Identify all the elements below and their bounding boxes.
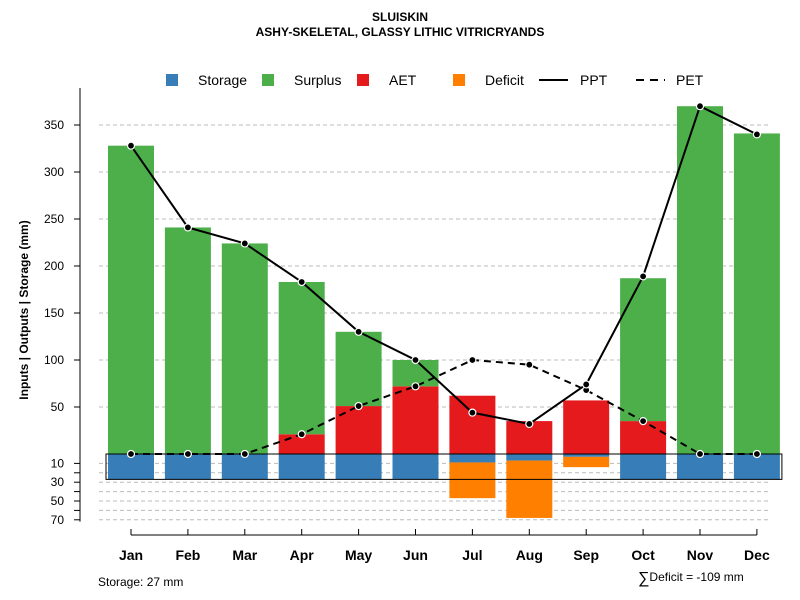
deficit-note: ∑Deficit = -109 mm: [638, 570, 744, 588]
pet-line-point: [695, 449, 705, 459]
x-tick-label: May: [345, 547, 372, 563]
storage-bar: [335, 454, 382, 480]
pet-line: [131, 358, 757, 455]
pet-line-point: [752, 449, 762, 459]
ppt-line-point: [297, 277, 306, 287]
y-tick-label: 250: [44, 212, 64, 226]
x-tick-label: Mar: [232, 547, 257, 563]
legend-aet-label: AET: [389, 72, 417, 88]
y-tick-label: 300: [44, 165, 64, 179]
ppt-line-point: [752, 130, 762, 139]
deficit-bar: [449, 462, 496, 499]
chart-title: SLUISKIN: [371, 10, 428, 24]
storage-bar: [620, 454, 667, 480]
deficit-note-text: Deficit = -109 mm: [649, 570, 744, 584]
pet-line-point: [126, 449, 136, 459]
y-tick-label: 30: [51, 475, 65, 489]
storage-capacity-box: [105, 453, 783, 480]
pet-line-point: [240, 449, 249, 459]
y-tick-label: 50: [51, 494, 65, 508]
storage-bar: [677, 454, 723, 480]
y-tick-label: 10: [51, 456, 65, 470]
x-tick-label: Apr: [290, 547, 315, 563]
storage-note: Storage: 27 mm: [98, 575, 184, 589]
surplus-bar: [620, 278, 667, 422]
ppt-line-point: [525, 419, 534, 429]
x-tick-label: Nov: [687, 547, 714, 563]
ppt-line-point: [411, 355, 420, 365]
ppt-line-point: [240, 239, 249, 248]
pet-line-point: [638, 417, 648, 426]
pet-line-point: [411, 382, 420, 391]
ppt-line-point: [126, 141, 136, 150]
sigma-symbol: ∑: [638, 570, 650, 587]
legend-surplus-label: Surplus: [294, 72, 341, 88]
ppt-line-point: [582, 380, 591, 389]
surplus-bar: [278, 281, 325, 435]
y-tick-label: 100: [44, 353, 64, 367]
x-tick-label: Dec: [744, 547, 770, 563]
pet-line-point: [183, 449, 192, 459]
x-tick-label: Jun: [403, 547, 428, 563]
chart-subtitle: ASHY-SKELETAL, GLASSY LITHIC VITRICRYAND…: [255, 25, 545, 39]
storage-bar: [221, 454, 268, 480]
x-tick-label: Sep: [573, 547, 599, 563]
y-tick-label: 150: [44, 306, 64, 320]
ppt-line-point: [638, 272, 648, 281]
ppt-line-point: [183, 223, 192, 232]
storage-bar: [164, 454, 211, 480]
y-tick-label: 200: [44, 259, 64, 273]
ppt-line: [130, 104, 758, 425]
y-tick-label: 50: [51, 400, 65, 414]
ppt-line-point: [354, 327, 363, 336]
x-tick-label: Aug: [516, 547, 543, 563]
legend-surplus-swatch: [262, 74, 274, 86]
x-tick-label: Feb: [175, 547, 200, 563]
storage-bar: [733, 454, 780, 480]
legend-pet-label: PET: [676, 72, 704, 88]
y-tick-label: 350: [44, 118, 64, 132]
x-tick-label: Jan: [119, 547, 143, 563]
surplus-bar: [221, 243, 268, 454]
surplus-bar: [108, 145, 154, 454]
legend-ppt-label: PPT: [580, 72, 608, 88]
aet-bar: [449, 395, 496, 454]
storage-bar: [392, 454, 439, 480]
legend-storage-label: Storage: [198, 72, 247, 88]
surplus-bar: [335, 331, 382, 407]
y-axis-label: Inputs | Outputs | Storage (mm): [17, 220, 31, 399]
aet-bar: [392, 386, 439, 454]
legend-storage-swatch: [166, 74, 178, 86]
pet-line-point: [468, 355, 477, 365]
x-tick-label: Oct: [631, 547, 655, 563]
ppt-line-point: [468, 408, 477, 417]
pet-line-point: [297, 430, 306, 439]
storage-bar: [449, 454, 496, 463]
aet-bar: [620, 421, 667, 454]
storage-bar: [563, 454, 610, 457]
x-tick-label: Jul: [462, 547, 482, 563]
storage-bar: [108, 454, 154, 480]
pet-line-point: [354, 401, 363, 411]
surplus-bar: [733, 133, 780, 454]
aet-bar: [563, 400, 610, 454]
surplus-bar: [164, 227, 211, 454]
storage-bar: [278, 454, 325, 480]
surplus-bar: [677, 106, 723, 454]
pet-line-point: [525, 360, 534, 369]
y-tick-label: 70: [51, 513, 65, 527]
deficit-bar: [563, 456, 610, 468]
legend-deficit-label: Deficit: [485, 72, 524, 88]
deficit-bar: [506, 460, 553, 518]
ppt-line-point: [695, 102, 705, 111]
legend-aet-swatch: [357, 74, 369, 86]
storage-bar: [506, 454, 553, 461]
legend-deficit-swatch: [453, 74, 465, 86]
